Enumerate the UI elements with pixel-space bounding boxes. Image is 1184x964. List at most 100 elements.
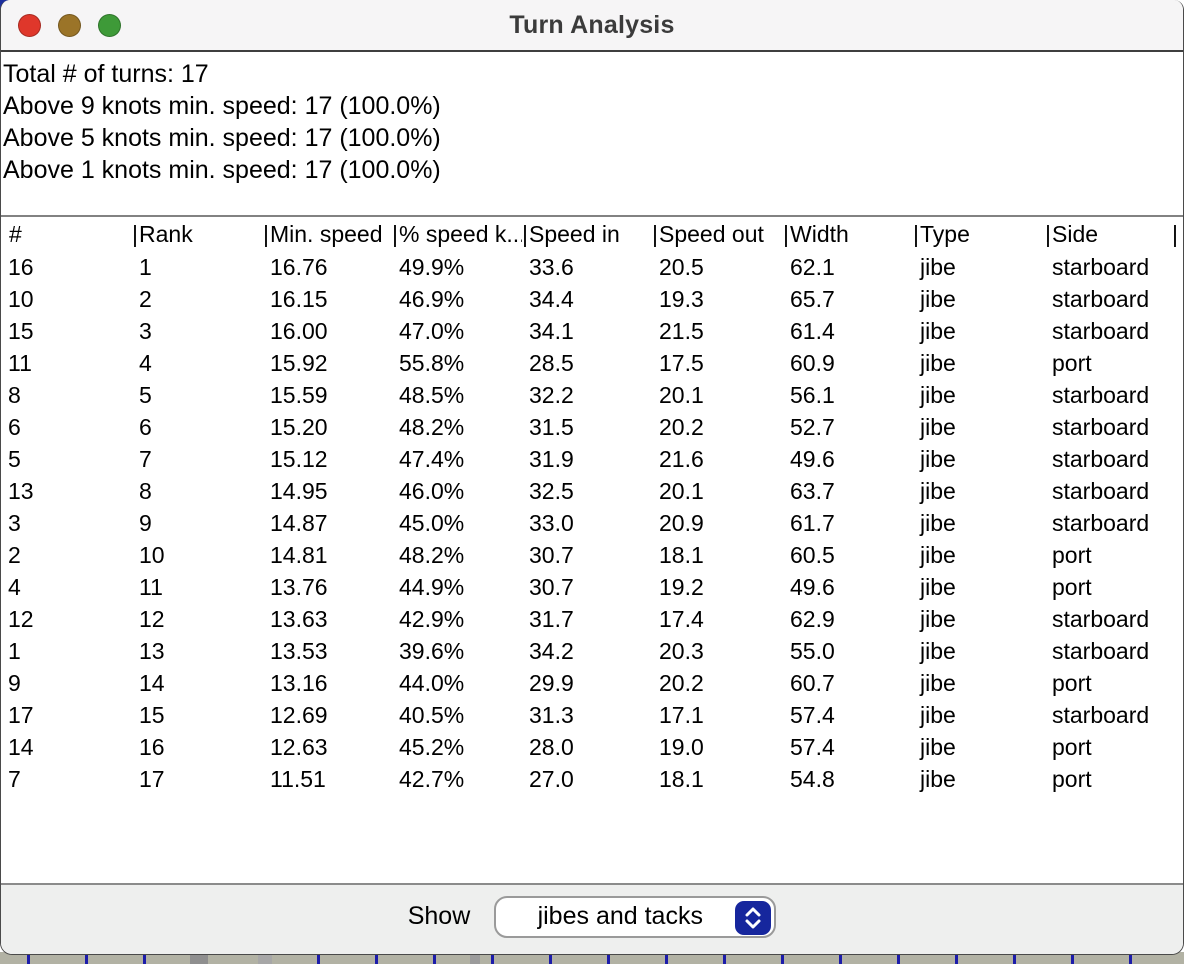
table-row[interactable]: 9 14 13.16 44.0% 29.9 20.2 60.7 jibe port: [1, 667, 1183, 699]
table-cell: starboard: [1052, 253, 1150, 280]
table-row[interactable]: 2 10 14.81 48.2% 30.7 18.1 60.5 jibe port: [1, 539, 1183, 571]
table-cell: 42.7%: [399, 765, 465, 792]
table-cell: 14.87: [270, 509, 328, 536]
table-cell: 21.6: [659, 445, 704, 472]
header-cell[interactable]: |Width: [783, 220, 849, 247]
table-cell: 46.0%: [399, 477, 465, 504]
table-cell: 2: [139, 285, 152, 312]
table-cell: jibe: [920, 541, 956, 568]
header-cell[interactable]: |Speed in: [522, 220, 620, 247]
table-cell: 3: [8, 509, 21, 536]
table-cell: jibe: [920, 349, 956, 376]
table-row[interactable]: 16 1 16.76 49.9% 33.6 20.5 62.1 jibe starboard: [1, 251, 1183, 283]
table-cell: 48.2%: [399, 413, 465, 440]
table-cell: 13.63: [270, 605, 328, 632]
table-cell: 44.9%: [399, 573, 465, 600]
table-cell: 17: [8, 701, 34, 728]
table-cell: 16: [139, 733, 165, 760]
header-cell[interactable]: |Speed out: [652, 220, 764, 247]
table-cell: 10: [139, 541, 165, 568]
table-cell: 8: [139, 477, 152, 504]
table-cell: starboard: [1052, 285, 1150, 312]
summary-above-1: Above 1 knots min. speed: 17 (100.0%): [3, 156, 441, 184]
show-dropdown[interactable]: jibes and tacks: [494, 895, 777, 938]
minimize-button[interactable]: [58, 13, 81, 37]
table-header-row: # |Rank |Min. speed |% speed k... |Speed in |…: [1, 217, 1183, 251]
table-cell: port: [1052, 765, 1092, 792]
header-cell[interactable]: |Type: [913, 220, 970, 247]
table-cell: 48.5%: [399, 381, 465, 408]
table-row[interactable]: 14 16 12.63 45.2% 28.0 19.0 57.4 jibe port: [1, 731, 1183, 763]
table-row[interactable]: 7 17 11.51 42.7% 27.0 18.1 54.8 jibe port: [1, 763, 1183, 795]
header-cell[interactable]: |% speed k...: [392, 220, 522, 247]
close-button[interactable]: [18, 13, 41, 37]
table-cell: jibe: [920, 637, 956, 664]
table-cell: 18.1: [659, 765, 704, 792]
header-cell[interactable]: |Rank: [132, 220, 193, 247]
table-cell: 6: [8, 413, 21, 440]
table-row[interactable]: 11 4 15.92 55.8% 28.5 17.5 60.9 jibe port: [1, 347, 1183, 379]
table-row[interactable]: 15 3 16.00 47.0% 34.1 21.5 61.4 jibe starboard: [1, 315, 1183, 347]
header-cell[interactable]: |Side: [1045, 220, 1099, 247]
table-cell: 14: [8, 733, 34, 760]
table-row[interactable]: 4 11 13.76 44.9% 30.7 19.2 49.6 jibe port: [1, 571, 1183, 603]
table-cell: 14: [139, 669, 165, 696]
table-cell: 49.9%: [399, 253, 465, 280]
table-cell: 1: [139, 253, 152, 280]
table-cell: 9: [139, 509, 152, 536]
table-cell: 34.4: [529, 285, 574, 312]
column-separator: |: [1045, 220, 1051, 247]
table-row[interactable]: 12 12 13.63 42.9% 31.7 17.4 62.9 jibe starboard: [1, 603, 1183, 635]
table-cell: 30.7: [529, 541, 574, 568]
window-controls: [18, 13, 121, 37]
table-cell: 14.95: [270, 477, 328, 504]
table-row[interactable]: 5 7 15.12 47.4% 31.9 21.6 49.6 jibe starboard: [1, 443, 1183, 475]
background-fragment: [470, 952, 480, 964]
table-cell: 16: [8, 253, 34, 280]
table-cell: 44.0%: [399, 669, 465, 696]
titlebar[interactable]: Turn Analysis: [1, 0, 1183, 52]
table-row[interactable]: 13 8 14.95 46.0% 32.5 20.1 63.7 jibe starboard: [1, 475, 1183, 507]
table-cell: 33.0: [529, 509, 574, 536]
table-cell: 54.8: [790, 765, 835, 792]
table-row[interactable]: 3 9 14.87 45.0% 33.0 20.9 61.7 jibe starboard: [1, 507, 1183, 539]
header-cell[interactable]: #: [9, 220, 22, 247]
table-cell: 4: [8, 573, 21, 600]
zoom-button[interactable]: [98, 13, 121, 37]
table-cell: 31.7: [529, 605, 574, 632]
table-cell: 3: [139, 317, 152, 344]
table-cell: 11.51: [270, 765, 326, 792]
table-row[interactable]: 17 15 12.69 40.5% 31.3 17.1 57.4 jibe starboard: [1, 699, 1183, 731]
table-row[interactable]: 6 6 15.20 48.2% 31.5 20.2 52.7 jibe starboard: [1, 411, 1183, 443]
content-area: Total # of turns: 17 Above 9 knots min. …: [1, 52, 1183, 883]
table-cell: 60.5: [790, 541, 835, 568]
table-row[interactable]: 8 5 15.59 48.5% 32.2 20.1 56.1 jibe starboard: [1, 379, 1183, 411]
table-cell: 20.3: [659, 637, 704, 664]
table-cell: 13.16: [270, 669, 328, 696]
table-cell: port: [1052, 733, 1092, 760]
table-cell: 39.6%: [399, 637, 465, 664]
chevron-up-down-icon[interactable]: [735, 900, 772, 935]
table-row[interactable]: 10 2 16.15 46.9% 34.4 19.3 65.7 jibe starboard: [1, 283, 1183, 315]
table-cell: 20.2: [659, 413, 704, 440]
table-cell: 65.7: [790, 285, 835, 312]
table-cell: jibe: [920, 381, 956, 408]
table-cell: starboard: [1052, 477, 1150, 504]
table-cell: 42.9%: [399, 605, 465, 632]
table-row[interactable]: 1 13 13.53 39.6% 34.2 20.3 55.0 jibe starboard: [1, 635, 1183, 667]
table-cell: 13: [139, 637, 165, 664]
table-cell: 15.20: [270, 413, 328, 440]
table-cell: 17: [139, 765, 165, 792]
column-separator: |: [913, 220, 919, 247]
table-cell: 2: [8, 541, 21, 568]
table-cell: 61.7: [790, 509, 835, 536]
table-cell: port: [1052, 349, 1092, 376]
table-cell: 14.81: [270, 541, 328, 568]
table-cell: 4: [139, 349, 152, 376]
table-cell: jibe: [920, 253, 956, 280]
table-cell: jibe: [920, 669, 956, 696]
column-separator: |: [263, 220, 269, 247]
header-cell[interactable]: |Min. speed: [263, 220, 383, 247]
table-cell: 19.0: [659, 733, 704, 760]
